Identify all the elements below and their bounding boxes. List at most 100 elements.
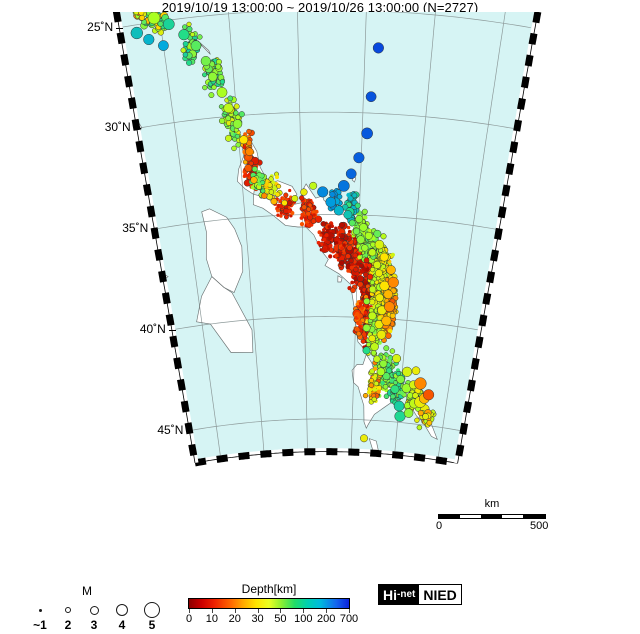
epicenter-marker[interactable] — [333, 205, 344, 216]
epicenter-marker[interactable] — [360, 338, 366, 344]
epicenter-marker[interactable] — [379, 359, 388, 368]
epicenter-marker[interactable] — [390, 252, 395, 257]
epicenter-marker[interactable] — [373, 380, 379, 387]
epicenter-marker[interactable] — [290, 210, 295, 216]
epicenter-marker[interactable] — [363, 215, 368, 220]
epicenter-marker[interactable] — [346, 225, 351, 230]
epicenter-marker[interactable] — [306, 211, 311, 216]
epicenter-marker[interactable] — [178, 29, 190, 41]
epicenter-marker[interactable] — [364, 253, 369, 258]
epicenter-marker[interactable] — [322, 228, 326, 232]
epicenter-marker[interactable] — [423, 389, 435, 401]
epicenter-marker[interactable] — [371, 396, 377, 403]
epicenter-marker[interactable] — [300, 188, 308, 196]
epicenter-marker[interactable] — [403, 408, 414, 418]
epicenter-marker[interactable] — [411, 366, 421, 375]
epicenter-marker[interactable] — [245, 147, 254, 156]
epicenter-marker[interactable] — [299, 222, 305, 227]
epicenter-marker[interactable] — [357, 275, 364, 283]
epicenter-marker[interactable] — [352, 227, 361, 235]
epicenter-marker[interactable] — [355, 311, 360, 316]
epicenter-marker[interactable] — [352, 252, 359, 259]
epicenter-marker[interactable] — [362, 323, 371, 332]
epicenter-marker[interactable] — [261, 192, 268, 199]
epicenter-marker[interactable] — [363, 311, 368, 315]
epicenter-marker[interactable] — [338, 221, 345, 229]
epicenter-marker[interactable] — [319, 233, 323, 237]
epicenter-marker[interactable] — [208, 92, 215, 99]
epicenter-marker[interactable] — [389, 312, 396, 319]
map-canvas[interactable] — [0, 12, 640, 560]
epicenter-marker[interactable] — [355, 272, 360, 276]
epicenter-marker[interactable] — [301, 204, 307, 210]
epicenter-marker[interactable] — [368, 377, 375, 384]
epicenter-marker[interactable] — [219, 79, 226, 85]
epicenter-marker[interactable] — [300, 212, 305, 217]
epicenter-marker[interactable] — [216, 87, 228, 98]
epicenter-marker[interactable] — [357, 281, 364, 288]
epicenter-marker[interactable] — [361, 127, 373, 140]
epicenter-marker[interactable] — [287, 209, 292, 214]
epicenter-marker[interactable] — [147, 12, 161, 25]
epicenter-marker[interactable] — [268, 189, 275, 195]
epicenter-marker[interactable] — [347, 232, 351, 236]
epicenter-layer[interactable] — [130, 12, 437, 443]
epicenter-marker[interactable] — [414, 417, 420, 423]
epicenter-marker[interactable] — [389, 348, 396, 354]
epicenter-marker[interactable] — [327, 225, 332, 229]
epicenter-marker[interactable] — [381, 315, 392, 326]
epicenter-marker[interactable] — [387, 329, 393, 334]
epicenter-marker[interactable] — [338, 252, 342, 257]
epicenter-marker[interactable] — [340, 246, 344, 250]
epicenter-marker[interactable] — [396, 375, 405, 384]
epicenter-marker[interactable] — [370, 349, 377, 356]
epicenter-marker[interactable] — [190, 40, 202, 52]
epicenter-marker[interactable] — [306, 206, 312, 212]
epicenter-marker[interactable] — [317, 186, 329, 198]
epicenter-marker[interactable] — [389, 378, 394, 383]
epicenter-marker[interactable] — [330, 224, 335, 228]
epicenter-marker[interactable] — [372, 387, 377, 392]
epicenter-marker[interactable] — [202, 72, 207, 78]
epicenter-marker[interactable] — [366, 273, 374, 280]
epicenter-marker[interactable] — [363, 257, 370, 264]
epicenter-marker[interactable] — [358, 263, 364, 269]
epicenter-marker[interactable] — [288, 188, 292, 193]
epicenter-marker[interactable] — [368, 311, 377, 321]
epicenter-marker[interactable] — [283, 192, 289, 198]
epicenter-marker[interactable] — [324, 233, 329, 238]
epicenter-marker[interactable] — [200, 56, 211, 67]
epicenter-marker[interactable] — [218, 117, 226, 125]
epicenter-marker[interactable] — [426, 419, 433, 426]
epicenter-marker[interactable] — [354, 202, 361, 209]
epicenter-marker[interactable] — [373, 229, 382, 238]
epicenter-marker[interactable] — [316, 240, 321, 245]
epicenter-marker[interactable] — [279, 214, 283, 218]
epicenter-marker[interactable] — [308, 203, 312, 207]
epicenter-marker[interactable] — [362, 392, 369, 399]
epicenter-marker[interactable] — [276, 209, 280, 213]
epicenter-marker[interactable] — [366, 342, 371, 348]
epicenter-marker[interactable] — [366, 390, 372, 395]
epicenter-marker[interactable] — [336, 193, 343, 200]
epicenter-marker[interactable] — [182, 40, 189, 47]
epicenter-marker[interactable] — [338, 240, 342, 245]
epicenter-marker[interactable] — [197, 34, 203, 40]
epicenter-marker[interactable] — [357, 255, 362, 260]
epicenter-marker[interactable] — [320, 221, 327, 227]
epicenter-marker[interactable] — [130, 26, 143, 40]
epicenter-marker[interactable] — [312, 213, 316, 217]
epicenter-marker[interactable] — [379, 252, 389, 262]
epicenter-marker[interactable] — [329, 191, 336, 198]
epicenter-marker[interactable] — [235, 142, 241, 148]
epicenter-marker[interactable] — [299, 216, 304, 220]
epicenter-marker[interactable] — [139, 14, 145, 21]
epicenter-marker[interactable] — [322, 237, 326, 242]
epicenter-marker[interactable] — [368, 285, 377, 293]
epicenter-marker[interactable] — [271, 180, 276, 184]
epicenter-marker[interactable] — [356, 235, 365, 244]
epicenter-marker[interactable] — [250, 176, 258, 184]
epicenter-marker[interactable] — [182, 51, 189, 58]
epicenter-marker[interactable] — [390, 384, 400, 394]
epicenter-marker[interactable] — [387, 358, 392, 363]
